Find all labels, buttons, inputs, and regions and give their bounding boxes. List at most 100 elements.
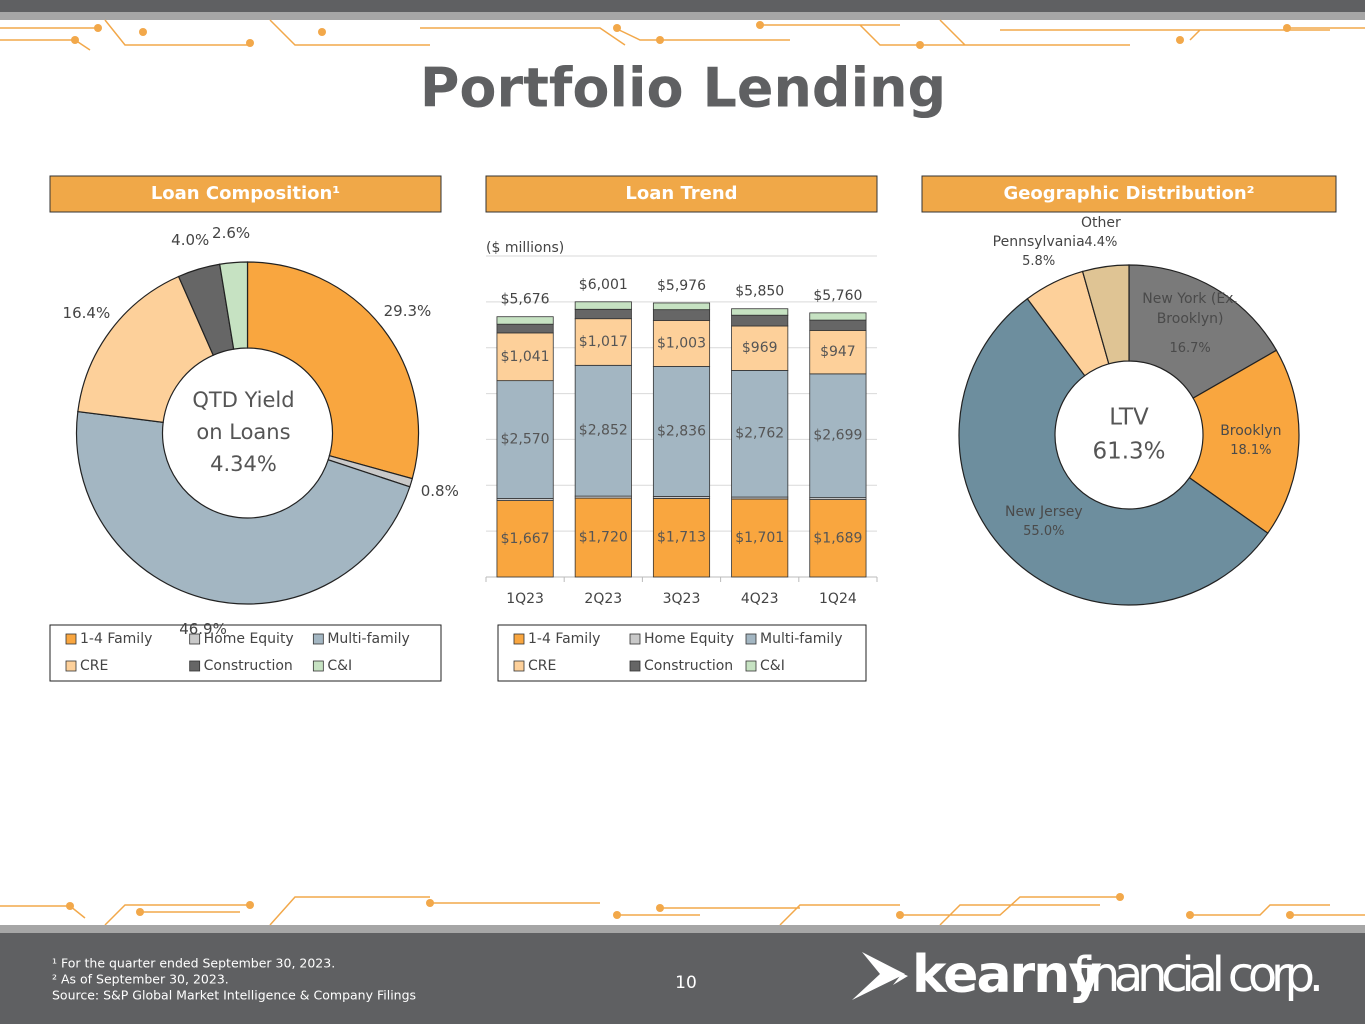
x-tick-label: 3Q23: [663, 591, 701, 607]
panel-title: Loan Trend: [625, 183, 737, 204]
bar-segment: [574, 497, 632, 578]
legend-box: [497, 624, 867, 682]
bar-segment: [731, 370, 789, 498]
bar-label: $1,017: [579, 334, 628, 350]
legend-swatch: [65, 633, 77, 645]
bar-segment: [809, 499, 867, 578]
top-bar: [0, 0, 1365, 12]
center-label: LTV: [1109, 405, 1149, 431]
legend-label: Construction: [644, 658, 733, 674]
x-tick-label: 1Q24: [819, 591, 857, 607]
slice-label: 46.9%: [179, 620, 227, 639]
x-tick-label: 1Q23: [506, 591, 544, 607]
center-label: 61.3%: [1092, 439, 1165, 465]
bar-segment: [652, 320, 711, 367]
bar-label: $1,689: [813, 530, 862, 546]
bar-segment: [809, 330, 867, 375]
slide-title: Portfolio Lending: [420, 57, 946, 120]
bottom-bar: [0, 933, 1365, 1024]
legend-label: Multi-family: [327, 631, 409, 647]
x-tick-label: 2Q23: [584, 591, 622, 607]
legend-swatch: [65, 660, 77, 672]
donut-slice: [246, 261, 420, 480]
legend-label: 1-4 Family: [80, 631, 152, 647]
legend-swatch: [629, 660, 641, 672]
bar-segment: [574, 364, 632, 497]
bar-segment: [652, 309, 711, 321]
legend-swatch: [629, 633, 641, 645]
logo-brand: kearny: [912, 945, 1101, 1005]
donut-slice: [958, 297, 1269, 606]
bar-segment: [652, 498, 711, 578]
bar-segment: [652, 302, 711, 311]
bar-label: $1,713: [657, 530, 706, 546]
legend-box: [49, 624, 442, 682]
page-number: 10: [675, 973, 697, 993]
slice-label: 29.3%: [383, 302, 432, 321]
legend-label: Home Equity: [644, 631, 734, 647]
circuit-dots: [71, 21, 1291, 49]
bar-segment: [496, 323, 554, 334]
donut-slice: [1128, 264, 1278, 399]
legend-label: Multi-family: [760, 631, 842, 647]
legend-label: Construction: [204, 658, 293, 674]
donut-slice: [75, 410, 411, 605]
bar-segment: [496, 380, 554, 499]
legend-label: 1-4 Family: [528, 631, 600, 647]
bar-label: $1,041: [501, 349, 550, 365]
panel-header: [921, 175, 1337, 213]
circuit-dots-bottom: [66, 893, 1294, 919]
slice-label: 0.8%: [420, 482, 459, 501]
footnote: ¹ For the quarter ended September 30, 20…: [52, 956, 335, 971]
total-label: $6,001: [579, 277, 628, 293]
bar-segment: [731, 314, 789, 327]
center-label: QTD Yield: [192, 388, 294, 412]
bar-segment: [574, 318, 632, 366]
bar-segment: [574, 301, 632, 310]
chart-subtitle: ($ millions): [486, 240, 564, 256]
slice-value: 16.7%: [1169, 341, 1211, 357]
legend-swatch: [513, 660, 525, 672]
slice-category: Other: [1081, 214, 1121, 231]
total-label: $5,850: [735, 284, 784, 300]
legend-label: Home Equity: [204, 631, 294, 647]
slice-value: 4.4%: [1084, 234, 1118, 250]
donut-slice: [1081, 264, 1130, 365]
legend-swatch: [745, 633, 757, 645]
panel-header: [49, 175, 442, 213]
bar-segment: [731, 498, 789, 578]
legend-label: C&I: [327, 658, 352, 674]
total-label: $5,760: [813, 288, 862, 304]
legend-label: CRE: [528, 658, 556, 674]
slice-value: 55.0%: [1023, 524, 1065, 540]
bar-segment: [652, 366, 711, 497]
source-note: Source: S&P Global Market Intelligence &…: [52, 988, 416, 1003]
bar-label: $1,003: [657, 335, 706, 351]
logo-text: financial corp.: [1072, 947, 1322, 1003]
x-tick-label: 4Q23: [741, 591, 779, 607]
total-label: $5,676: [501, 292, 550, 308]
top-bar-light: [0, 12, 1365, 20]
center-label: 4.34%: [210, 452, 277, 476]
bar-segment: [574, 308, 632, 320]
bar-label: $2,836: [657, 423, 706, 439]
bar-segment: [809, 312, 867, 321]
legend-swatch: [513, 633, 525, 645]
legend-swatch: [745, 660, 757, 672]
slice-category: New York (Ex. Brooklyn): [1142, 291, 1238, 328]
center-label: on Loans: [196, 420, 290, 444]
legend-label: C&I: [760, 658, 785, 674]
legend-swatch: [189, 633, 201, 645]
logo-icon: [852, 952, 908, 1000]
slice-category: New Jersey: [1004, 504, 1083, 521]
slice-label: 4.0%: [171, 231, 210, 250]
bar-label: $1,701: [735, 530, 784, 546]
slice-label: 16.4%: [62, 303, 111, 322]
bar-label: $2,699: [813, 428, 862, 444]
bar-segment: [496, 316, 554, 325]
footnote: ² As of September 30, 2023.: [52, 972, 229, 987]
bar-label: $2,762: [735, 426, 784, 442]
slice-category: Brooklyn: [1220, 422, 1282, 439]
